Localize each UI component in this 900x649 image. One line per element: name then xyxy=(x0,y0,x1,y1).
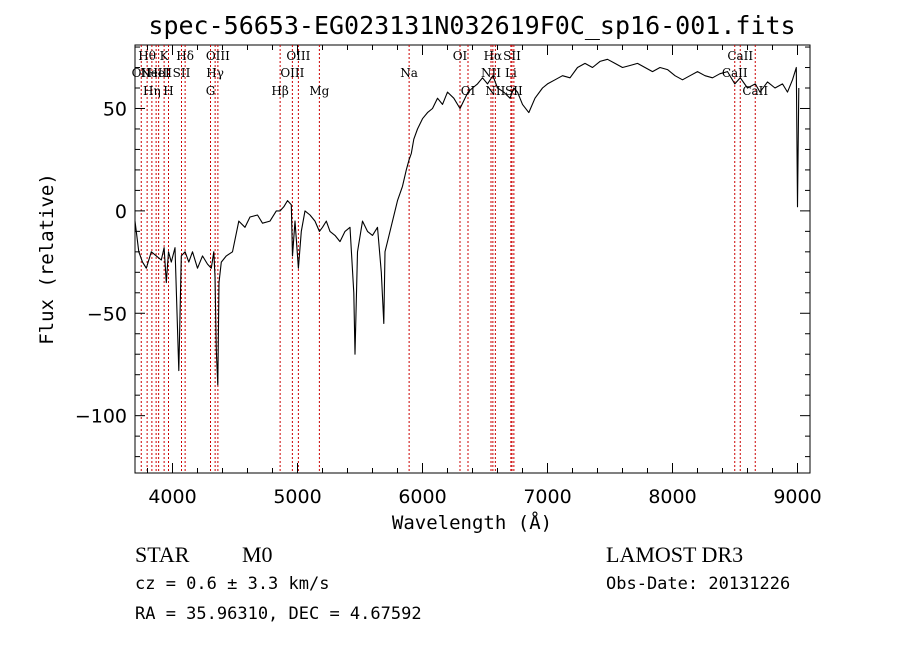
survey-name: LAMOST DR3 xyxy=(606,542,743,567)
spectral-line-label: HeI xyxy=(147,66,170,80)
spectral-line-label: Mg xyxy=(309,84,329,98)
y-tick-label: 50 xyxy=(103,98,127,120)
observation-date: Obs-Date: 20131226 xyxy=(606,574,790,594)
object-class: STAR xyxy=(135,542,190,567)
x-tick-label: 9000 xyxy=(773,486,821,508)
spectral-line-label: NeIII xyxy=(140,66,172,80)
spectral-line-label: G xyxy=(206,84,216,98)
spectral-line-label: OI xyxy=(453,49,468,63)
spectral-line-label: CaII xyxy=(727,49,753,63)
y-axis-label: Flux (relative) xyxy=(36,173,58,345)
spectral-line-label: Hδ xyxy=(176,49,194,63)
spectral-line-label: Li xyxy=(505,66,517,80)
spectral-line-label: NII xyxy=(481,66,501,80)
spectral-line-label: Hα xyxy=(484,49,503,63)
y-tick-label: 0 xyxy=(115,201,127,223)
plot-frame xyxy=(134,44,811,474)
ra-dec-coordinates: RA = 35.96310, DEC = 4.67592 xyxy=(135,604,422,624)
spectral-line-label: H xyxy=(163,84,173,98)
x-axis-ticks: 4000 5000 6000 7000 8000 9000 xyxy=(147,45,822,508)
spectral-line-label: OIII xyxy=(286,49,310,63)
y-axis-ticks: −100 −50 0 50 xyxy=(75,46,810,458)
object-subclass: M0 xyxy=(242,542,273,567)
x-tick-label: 4000 xyxy=(148,486,196,508)
spectral-line-label: SII xyxy=(173,66,191,80)
spectral-line-label: Hβ xyxy=(271,84,288,98)
redshift-cz: cz = 0.6 ± 3.3 km/s xyxy=(135,574,329,594)
x-tick-label: 6000 xyxy=(398,486,446,508)
x-tick-label: 8000 xyxy=(648,486,696,508)
spectral-line-label: NII xyxy=(485,84,505,98)
spectral-line-label: Hη xyxy=(143,84,161,98)
spectral-line-label: SII xyxy=(503,49,521,63)
spectral-line-label: Na xyxy=(400,66,418,80)
x-tick-label: 7000 xyxy=(523,486,571,508)
spectrum-series-line xyxy=(134,58,800,386)
y-tick-label: −100 xyxy=(75,406,127,428)
spectral-line-label: OIII xyxy=(280,66,304,80)
spectral-line-label: K xyxy=(160,49,170,63)
x-axis-label: Wavelength (Å) xyxy=(392,511,552,534)
spectral-line-label: CaII xyxy=(722,66,748,80)
series-layer xyxy=(134,58,800,386)
spectral-line-label: OII xyxy=(132,66,152,80)
x-tick-label: 5000 xyxy=(273,486,321,508)
spectral-line-label: Hγ xyxy=(206,66,224,80)
spectral-line-label: OIII xyxy=(206,49,230,63)
y-tick-label: −50 xyxy=(87,303,127,325)
spectral-line-label: Hθ xyxy=(138,49,156,63)
chart-title: spec-56653-EG023131N032619F0C_sp16-001.f… xyxy=(148,11,795,40)
spectral-line-label: OI xyxy=(461,84,476,98)
spectral-line-markers xyxy=(140,45,756,473)
